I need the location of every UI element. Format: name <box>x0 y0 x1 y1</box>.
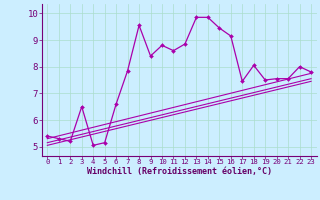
X-axis label: Windchill (Refroidissement éolien,°C): Windchill (Refroidissement éolien,°C) <box>87 167 272 176</box>
